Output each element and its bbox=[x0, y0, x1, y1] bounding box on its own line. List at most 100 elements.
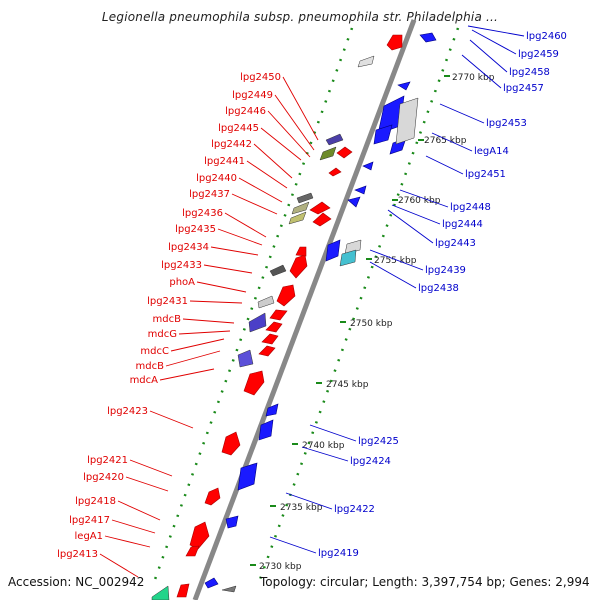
gene-label[interactable]: lpg2435 bbox=[175, 224, 216, 235]
gene-label[interactable]: lpg2448 bbox=[450, 202, 491, 213]
gene-label[interactable]: lpg2442 bbox=[211, 139, 252, 150]
gene-label[interactable]: lpg2425 bbox=[358, 436, 399, 447]
gene-label[interactable]: lpg2423 bbox=[107, 406, 148, 417]
gene-block bbox=[357, 55, 375, 68]
gene-label[interactable]: mdcG bbox=[148, 329, 177, 340]
gene-label[interactable]: lpg2437 bbox=[189, 189, 230, 200]
gene-arrow bbox=[309, 201, 331, 215]
scale-label: 2730 kbp bbox=[259, 562, 302, 572]
gene-arrow bbox=[261, 333, 279, 345]
gene-arrow bbox=[386, 34, 403, 51]
gene-arrow bbox=[347, 196, 361, 208]
scale-label: 2755 kbp bbox=[374, 256, 417, 266]
gene-label[interactable]: mdcB bbox=[153, 314, 182, 325]
gene-label[interactable]: legA14 bbox=[474, 146, 509, 157]
gene-block bbox=[151, 585, 170, 600]
gene-label[interactable]: lpg2443 bbox=[435, 238, 476, 249]
gene-label[interactable]: lpg2439 bbox=[425, 265, 466, 276]
gene-label[interactable]: lpg2431 bbox=[147, 296, 188, 307]
gene-label[interactable]: lpg2440 bbox=[196, 173, 237, 184]
gene-arrow bbox=[336, 146, 353, 159]
gene-arrow bbox=[237, 462, 258, 491]
gene-label[interactable]: phoA bbox=[169, 277, 195, 288]
genome-backbone bbox=[192, 19, 417, 600]
gene-label[interactable]: lpg2438 bbox=[418, 283, 459, 294]
gene-arrow bbox=[258, 345, 276, 357]
right-connectors bbox=[269, 25, 525, 554]
gene-block bbox=[296, 192, 314, 204]
gene-label[interactable]: lpg2434 bbox=[168, 242, 209, 253]
forward-genes bbox=[176, 34, 403, 598]
reverse-blocks bbox=[221, 97, 419, 593]
scale-label: 2765 kbp bbox=[424, 136, 467, 146]
gene-arrow bbox=[289, 254, 308, 279]
gene-label[interactable]: lpg2417 bbox=[69, 515, 110, 526]
gene-arrow bbox=[354, 185, 367, 195]
gene-arrow bbox=[419, 32, 437, 43]
right-tick-track bbox=[256, 27, 460, 586]
gene-arrow bbox=[295, 246, 307, 257]
gene-label[interactable]: lpg2444 bbox=[442, 219, 483, 230]
gene-arrow bbox=[225, 515, 239, 529]
genome-summary-text: Topology: circular; Length: 3,397,754 bp… bbox=[260, 575, 590, 589]
gene-block bbox=[395, 97, 419, 145]
gene-label[interactable]: lpg2441 bbox=[204, 156, 245, 167]
gene-label[interactable]: lpg2457 bbox=[503, 83, 544, 94]
left-connectors bbox=[99, 76, 319, 578]
gene-arrow bbox=[185, 545, 200, 557]
gene-block bbox=[325, 133, 344, 146]
gene-label[interactable]: lpg2420 bbox=[83, 472, 124, 483]
gene-arrow bbox=[362, 161, 374, 171]
gene-label[interactable]: lpg2450 bbox=[240, 72, 281, 83]
gene-label[interactable]: mdcC bbox=[140, 346, 169, 357]
gene-block bbox=[237, 349, 254, 368]
gene-label[interactable]: mdcA bbox=[130, 375, 159, 386]
gene-label[interactable]: lpg2422 bbox=[334, 504, 375, 515]
gene-label[interactable]: lpg2436 bbox=[182, 208, 223, 219]
gene-arrow bbox=[258, 419, 274, 441]
gene-label[interactable]: lpg2413 bbox=[57, 549, 98, 560]
gene-arrow bbox=[204, 577, 219, 589]
gene-label[interactable]: lpg2458 bbox=[509, 67, 550, 78]
gene-block bbox=[291, 201, 310, 215]
gene-block bbox=[319, 146, 337, 161]
gene-arrow bbox=[325, 239, 341, 262]
gene-arrow bbox=[397, 81, 411, 91]
gene-arrow bbox=[276, 284, 296, 307]
scale-label: 2770 kbp bbox=[452, 73, 495, 83]
scale-ticks bbox=[250, 75, 450, 566]
gene-label[interactable]: legA1 bbox=[75, 531, 103, 542]
gene-label[interactable]: lpg2445 bbox=[218, 123, 259, 134]
gene-label[interactable]: lpg2421 bbox=[87, 455, 128, 466]
gene-arrow bbox=[265, 321, 283, 333]
gene-label[interactable]: lpg2446 bbox=[225, 106, 266, 117]
scale-label: 2760 kbp bbox=[398, 196, 441, 206]
gene-label[interactable]: lpg2418 bbox=[75, 496, 116, 507]
gene-arrow bbox=[269, 309, 288, 321]
gene-arrow bbox=[176, 583, 190, 598]
gene-label[interactable]: lpg2433 bbox=[161, 260, 202, 271]
gene-label[interactable]: lpg2451 bbox=[465, 169, 506, 180]
gene-label[interactable]: lpg2449 bbox=[232, 90, 273, 101]
reverse-genes bbox=[204, 32, 437, 589]
gene-arrow bbox=[312, 212, 332, 227]
scale-label: 2750 kbp bbox=[350, 319, 393, 329]
gene-arrow bbox=[373, 124, 393, 145]
gene-arrow bbox=[189, 521, 210, 550]
gene-arrow bbox=[265, 403, 279, 417]
gene-label[interactable]: lpg2460 bbox=[526, 31, 567, 42]
gene-label[interactable]: lpg2419 bbox=[318, 548, 359, 559]
scale-label: 2735 kbp bbox=[280, 503, 323, 513]
gene-label[interactable]: lpg2424 bbox=[350, 456, 391, 467]
gene-label[interactable]: lpg2459 bbox=[518, 49, 559, 60]
scale-label: 2740 kbp bbox=[302, 441, 345, 451]
scale-label: 2745 kbp bbox=[326, 380, 369, 390]
genome-title: Legionella pneumophila subsp. pneumophil… bbox=[101, 10, 499, 24]
gene-block bbox=[288, 211, 307, 225]
gene-label[interactable]: mdcB bbox=[136, 361, 165, 372]
gene-block bbox=[269, 264, 287, 277]
gene-block bbox=[344, 239, 362, 255]
gene-label[interactable]: lpg2453 bbox=[486, 118, 527, 129]
